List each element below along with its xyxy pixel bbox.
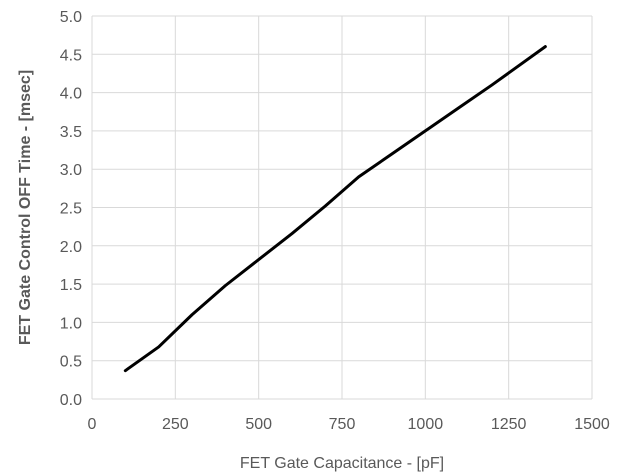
y-tick-label: 0.5 xyxy=(60,354,82,371)
y-tick-label: 2.5 xyxy=(60,201,82,218)
x-tick-label: 500 xyxy=(245,416,272,433)
y-tick-label: 2.0 xyxy=(60,239,82,256)
x-tick-label: 1250 xyxy=(491,416,527,433)
x-tick-label: 0 xyxy=(88,416,97,433)
y-tick-label: 4.0 xyxy=(60,86,82,103)
x-tick-label: 750 xyxy=(329,416,356,433)
label-layer: FET Gate Capacitance - [pF] FET Gate Con… xyxy=(17,9,610,472)
y-tick-label: 3.0 xyxy=(60,162,82,179)
series-line xyxy=(123,45,547,373)
y-tick-label: 3.5 xyxy=(60,124,82,141)
x-tick-label: 1000 xyxy=(408,416,444,433)
grid-layer xyxy=(91,15,593,400)
y-tick-label: 1.5 xyxy=(60,277,82,294)
x-tick-label: 1500 xyxy=(574,416,610,433)
series-layer xyxy=(123,45,547,373)
y-tick-label: 4.5 xyxy=(60,47,82,64)
y-tick-label: 5.0 xyxy=(60,9,82,26)
y-axis-title: FET Gate Control OFF Time - [msec] xyxy=(17,70,34,345)
x-tick-label: 250 xyxy=(162,416,189,433)
x-axis-title: FET Gate Capacitance - [pF] xyxy=(240,455,444,472)
y-tick-label: 0.0 xyxy=(60,392,82,409)
y-tick-label: 1.0 xyxy=(60,315,82,332)
